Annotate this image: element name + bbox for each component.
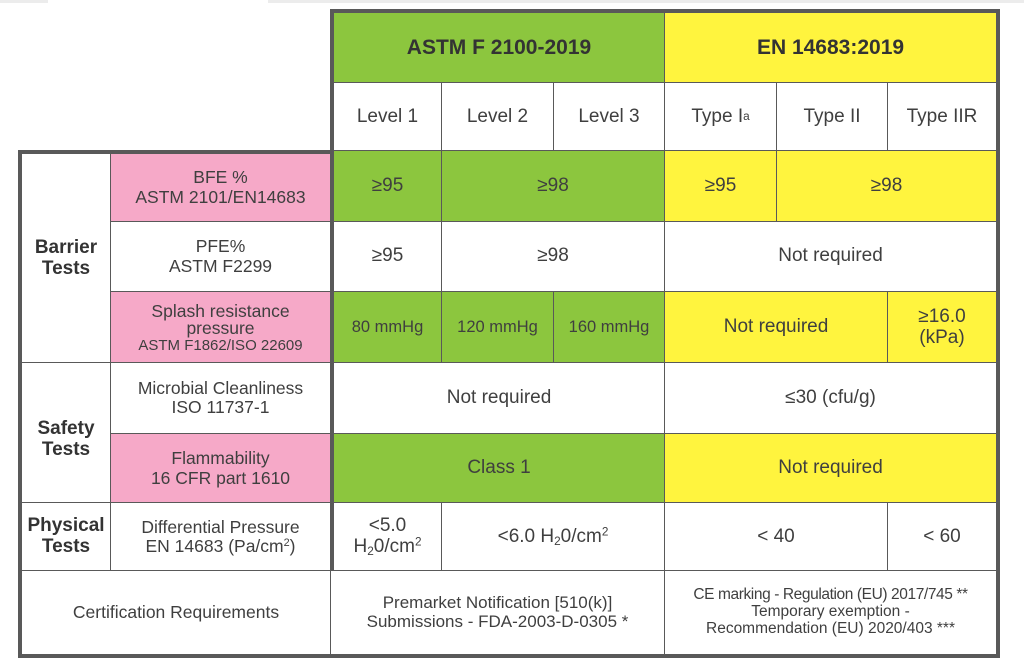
bfe-test-name: BFE % ASTM 2101/EN14683 bbox=[110, 150, 331, 222]
pfe-astm-level-1: ≥95 bbox=[330, 221, 442, 292]
splash-astm-level-2: 120 mmHg bbox=[441, 291, 554, 364]
pfe-test-name: PFE% ASTM F2299 bbox=[110, 221, 331, 292]
splash-en-type-2r: ≥16.0 (kPa) bbox=[887, 291, 1000, 364]
safety-tests-group-label: Safety Tests bbox=[18, 362, 111, 504]
barrier-tests-group-label: Barrier Tests bbox=[18, 150, 111, 364]
certification-label: Certification Requirements bbox=[18, 570, 331, 658]
splash-test-name: Splash resistance pressure ASTM F1862/ISO … bbox=[110, 291, 331, 364]
splash-en-type-1-2: Not required bbox=[664, 291, 888, 364]
en-type-2r-header: Type IIR bbox=[887, 82, 1000, 152]
bfe-en-type-1: ≥95 bbox=[664, 150, 777, 222]
diff-pressure-astm-level-1: <5.0 H20/cm2 bbox=[330, 502, 442, 572]
microbial-test-name: Microbial Cleanliness ISO 11737-1 bbox=[110, 362, 331, 434]
flammability-en-all-types: Not required bbox=[664, 433, 1000, 504]
diff-pressure-astm-level-2-3: <6.0 H20/cm2 bbox=[441, 502, 665, 572]
pfe-astm-level-2-3: ≥98 bbox=[441, 221, 665, 292]
astm-level-3-header: Level 3 bbox=[553, 82, 665, 152]
splash-astm-level-3: 160 mmHg bbox=[553, 291, 665, 364]
microbial-en-all-types: ≤30 (cfu/g) bbox=[664, 362, 1000, 434]
flammability-test-name: Flammability 16 CFR part 1610 bbox=[110, 433, 331, 504]
diff-pressure-test-name: Differential Pressure EN 14683 (Pa/cm2) bbox=[110, 502, 331, 572]
top-strip bbox=[0, 0, 1024, 3]
flammability-astm-all-levels: Class 1 bbox=[330, 433, 665, 504]
pfe-en-all-types: Not required bbox=[664, 221, 1000, 292]
bfe-en-type-2-2r: ≥98 bbox=[776, 150, 1000, 222]
astm-level-2-header: Level 2 bbox=[441, 82, 554, 152]
physical-tests-group-label: Physical Tests bbox=[18, 502, 111, 572]
astm-level-1-header: Level 1 bbox=[330, 82, 442, 152]
splash-astm-level-1: 80 mmHg bbox=[330, 291, 442, 364]
astm-standard-header: ASTM F 2100-2019 bbox=[330, 9, 665, 83]
certification-astm: Premarket Notification [510(k)] Submissio… bbox=[330, 570, 665, 658]
certification-en: CE marking - Regulation (EU) 2017/745 **… bbox=[664, 570, 1000, 658]
bfe-astm-level-2-3: ≥98 bbox=[441, 150, 665, 222]
diff-pressure-en-type-1-2: < 40 bbox=[664, 502, 888, 572]
en-type-1-label: Type I bbox=[691, 105, 744, 127]
en-type-2-header: Type II bbox=[776, 82, 888, 152]
diff-pressure-en-type-2r: < 60 bbox=[887, 502, 1000, 572]
bfe-astm-level-1: ≥95 bbox=[330, 150, 442, 222]
microbial-astm-all-levels: Not required bbox=[330, 362, 665, 434]
en-standard-header: EN 14683:2019 bbox=[664, 9, 1000, 83]
